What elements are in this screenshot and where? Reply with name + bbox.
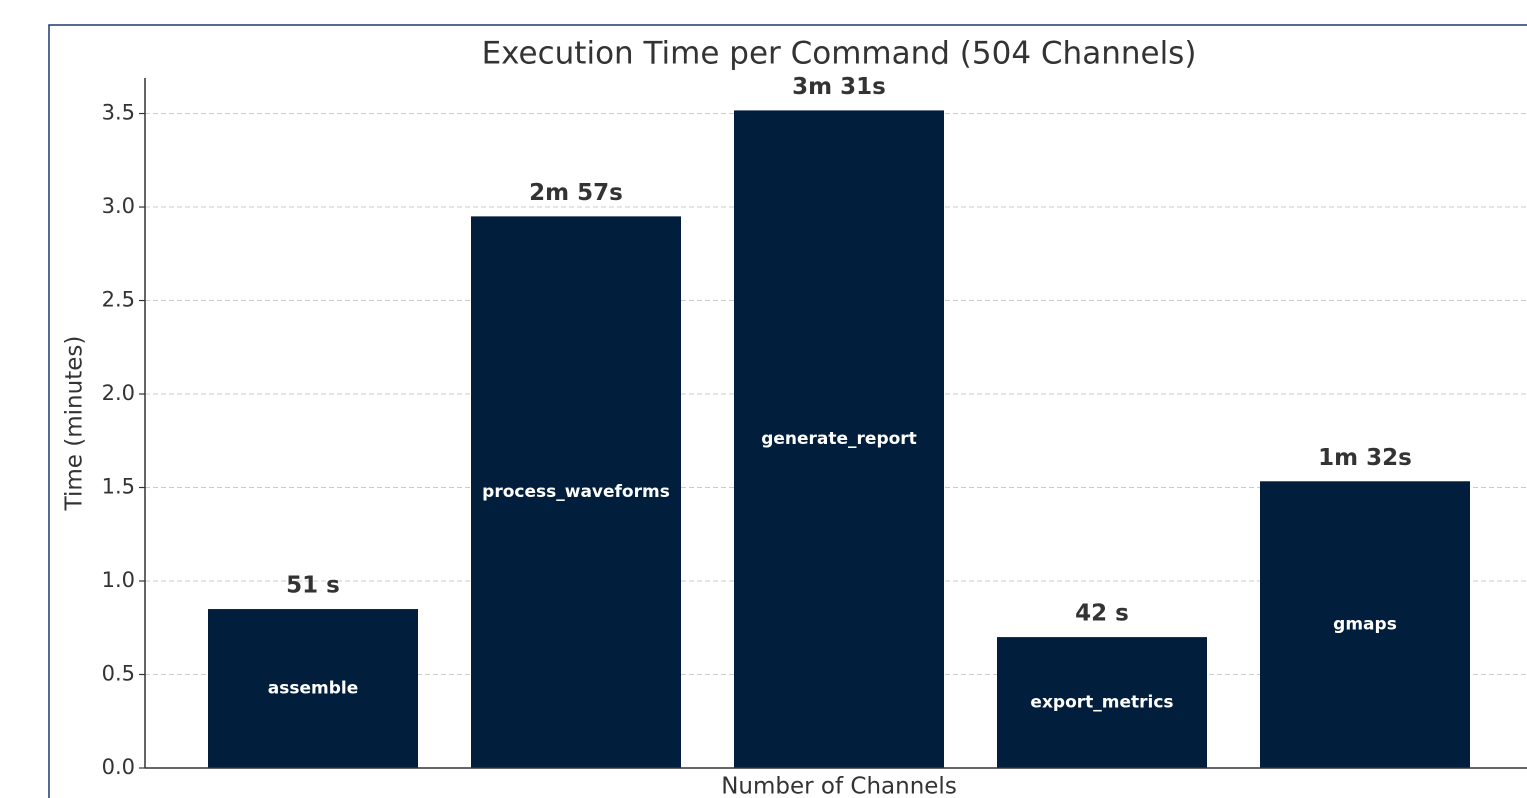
value-label: 51 s bbox=[286, 573, 340, 599]
bar bbox=[208, 609, 418, 768]
bar bbox=[1260, 481, 1470, 768]
bar bbox=[734, 110, 944, 768]
value-label: 42 s bbox=[1075, 601, 1129, 627]
bar-category-label: assemble bbox=[268, 679, 358, 699]
y-tick-label: 2.5 bbox=[102, 288, 135, 312]
value-label: 2m 57s bbox=[529, 180, 623, 206]
x-axis-label: Number of Channels bbox=[721, 774, 957, 798]
y-tick-label: 3.5 bbox=[102, 101, 135, 125]
chart-title: Execution Time per Command (504 Channels… bbox=[482, 36, 1197, 72]
frame bbox=[48, 24, 1527, 798]
y-tick-label: 1.0 bbox=[102, 568, 135, 592]
y-tick-label: 2.0 bbox=[102, 381, 135, 405]
y-axis-label: Time (minutes) bbox=[62, 336, 88, 512]
bar-category-label: process_waveforms bbox=[482, 482, 670, 502]
bar-category-label: generate_report bbox=[761, 429, 917, 449]
y-tick-label: 1.5 bbox=[102, 475, 135, 499]
value-label: 3m 31s bbox=[792, 74, 886, 100]
y-tick-label: 0.0 bbox=[102, 755, 135, 779]
bar-category-label: export_metrics bbox=[1030, 693, 1173, 713]
bar bbox=[471, 216, 681, 769]
y-tick-label: 0.5 bbox=[102, 662, 135, 686]
value-label: 1m 32s bbox=[1318, 445, 1412, 471]
y-tick-label: 3.0 bbox=[102, 194, 135, 218]
bar bbox=[997, 637, 1207, 768]
bar-category-label: gmaps bbox=[1333, 615, 1397, 635]
